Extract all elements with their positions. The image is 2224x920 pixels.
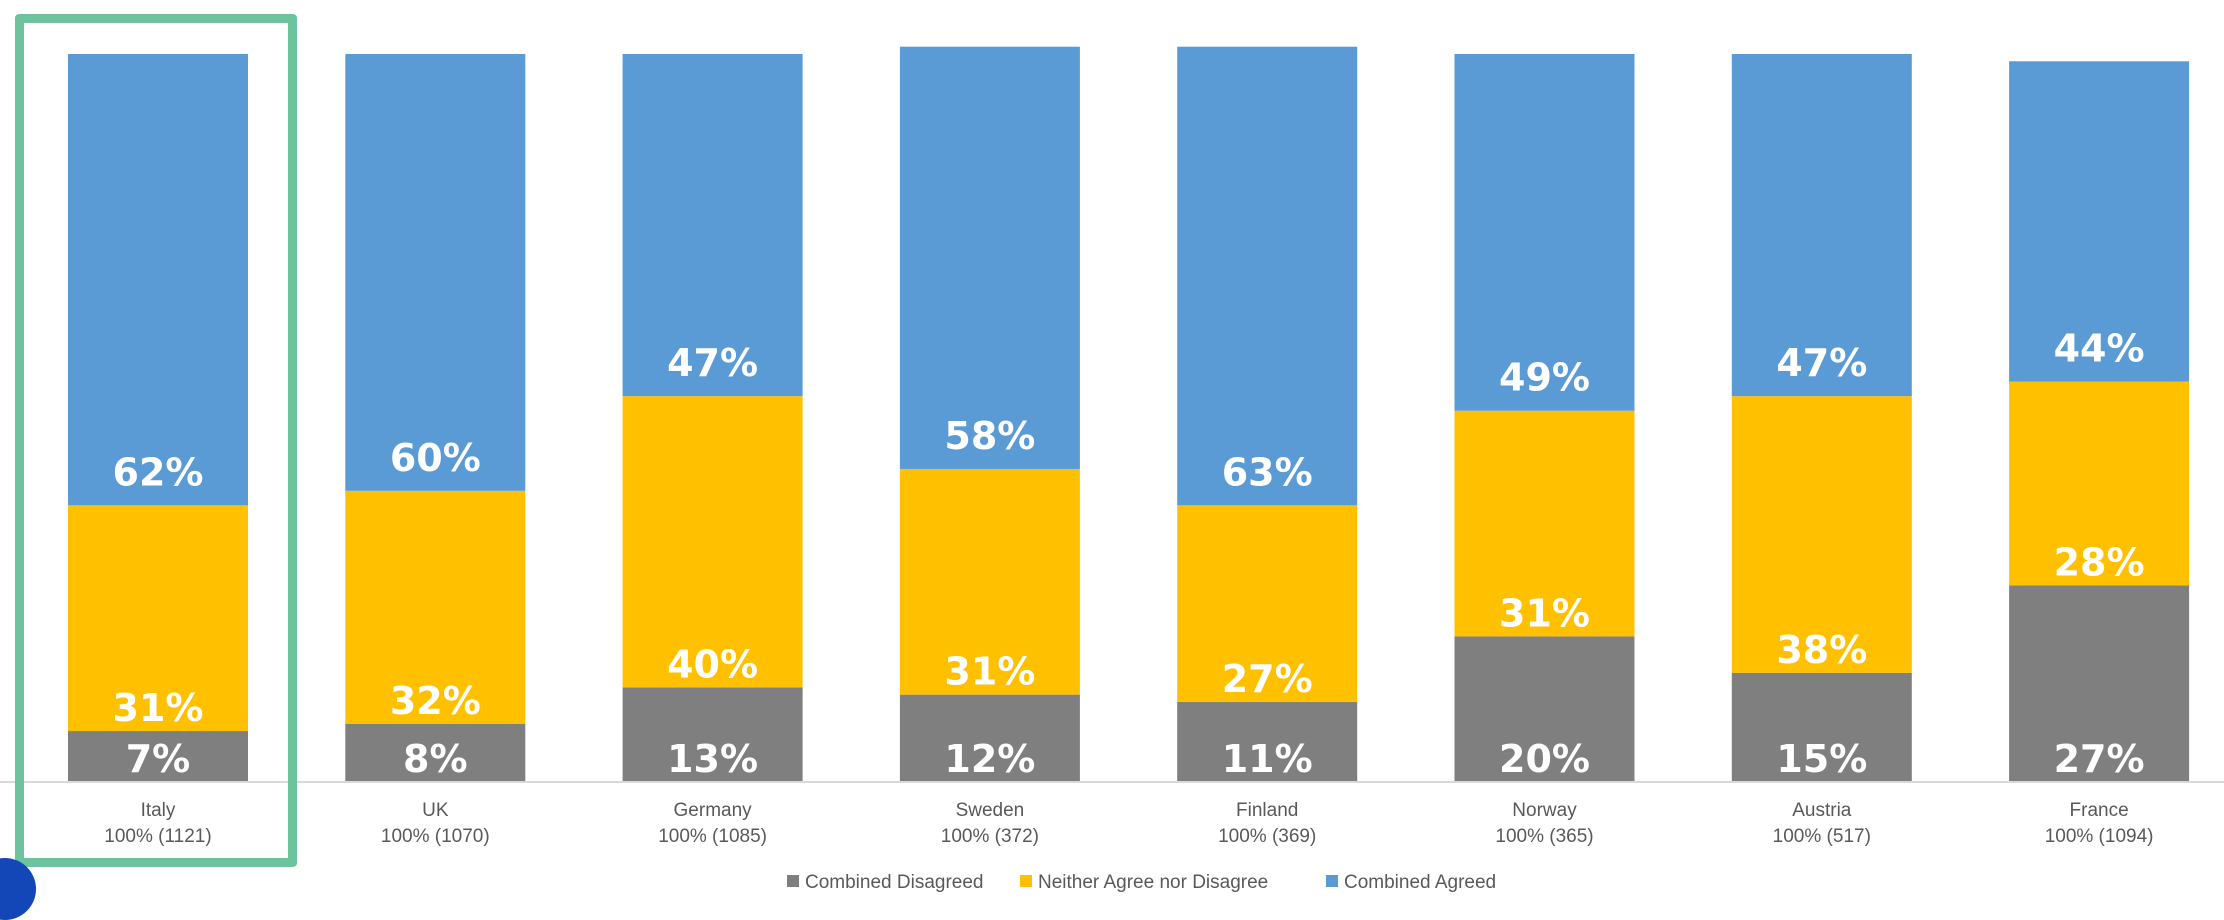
x-tick-sublabel-germany: 100% (1085) (658, 826, 767, 847)
data-label-austria-combined-agreed: 47% (1776, 341, 1867, 385)
legend-label-neither-agree-nor-disagree: Neither Agree nor Disagree (1038, 872, 1268, 893)
data-label-france-combined-agreed: 44% (2054, 327, 2145, 371)
bar-norway-combined-disagreed (1454, 636, 1635, 782)
data-label-uk-combined-disagreed: 8% (403, 737, 468, 781)
bar-uk-combined-agreed (345, 54, 526, 491)
bar-france-neither-agree-nor-disagree (2009, 381, 2190, 586)
bar-uk-combined-disagreed (345, 723, 526, 782)
data-label-sweden-combined-disagreed: 12% (944, 737, 1035, 781)
x-tick-label-finland: Finland (1236, 800, 1298, 821)
data-label-austria-neither-agree-nor-disagree: 38% (1776, 628, 1867, 672)
data-label-finland-combined-disagreed: 11% (1222, 737, 1313, 781)
bar-sweden-combined-agreed (899, 46, 1080, 469)
x-tick-sublabel-uk: 100% (1070) (381, 826, 490, 847)
stacked-bar-chart: 7% 31% 62% 8% 32% 60% 13% 40% 47% 12% 31% 58% 11% 27%… (0, 46, 2224, 893)
data-label-germany-combined-agreed: 47% (667, 341, 758, 385)
x-tick-sublabel-austria: 100% (517) (1773, 826, 1871, 847)
bar-italy-combined-disagreed (68, 731, 248, 782)
x-tick-sublabel-norway: 100% (365) (1495, 826, 1593, 847)
bar-germany-combined-agreed (622, 54, 803, 397)
bar-sweden-combined-disagreed (899, 694, 1080, 782)
bar-finland-neither-agree-nor-disagree (1177, 505, 1358, 702)
bar-uk-neither-agree-nor-disagree (345, 490, 526, 724)
bar-italy-combined-agreed (68, 54, 248, 506)
bar-austria-neither-agree-nor-disagree (1731, 396, 1912, 673)
data-label-italy-combined-agreed: 62% (113, 450, 204, 494)
x-tick-sublabel-italy: 100% (1121) (104, 826, 211, 847)
bar-germany-combined-disagreed (622, 687, 803, 782)
x-tick-label-germany: Germany (674, 800, 753, 821)
x-tick-sublabel-sweden: 100% (372) (941, 826, 1039, 847)
data-label-finland-neither-agree-nor-disagree: 27% (1222, 657, 1313, 701)
x-tick-label-norway: Norway (1512, 800, 1577, 821)
bar-france-combined-disagreed (2009, 585, 2190, 782)
legend-swatch-neither-agree-nor-disagree (1020, 875, 1032, 887)
bars-layer: 7% 31% 62% 8% 32% 60% 13% 40% 47% 12% 31% 58% 11% 27%… (68, 46, 2190, 782)
legend-label-combined-agreed: Combined Agreed (1344, 872, 1496, 893)
bar-austria-combined-disagreed (1731, 672, 1912, 782)
data-label-italy-combined-disagreed: 7% (126, 737, 191, 781)
data-label-finland-combined-agreed: 63% (1222, 450, 1313, 494)
data-label-austria-combined-disagreed: 15% (1776, 737, 1867, 781)
x-tick-label-italy: Italy (141, 800, 176, 821)
bar-germany-neither-agree-nor-disagree (622, 396, 803, 688)
x-tick-label-sweden: Sweden (956, 800, 1025, 821)
x-tick-label-france: France (2070, 800, 2129, 821)
data-label-germany-neither-agree-nor-disagree: 40% (667, 642, 758, 686)
data-label-norway-neither-agree-nor-disagree: 31% (1499, 591, 1590, 635)
data-label-germany-combined-disagreed: 13% (667, 737, 758, 781)
legend-label-combined-disagreed: Combined Disagreed (805, 872, 984, 893)
bar-norway-neither-agree-nor-disagree (1454, 410, 1635, 637)
data-label-norway-combined-disagreed: 20% (1499, 737, 1590, 781)
data-label-sweden-combined-agreed: 58% (944, 414, 1035, 458)
data-label-sweden-neither-agree-nor-disagree: 31% (944, 650, 1035, 694)
bar-finland-combined-disagreed (1177, 701, 1358, 782)
data-label-norway-combined-agreed: 49% (1499, 356, 1590, 400)
legend-swatch-combined-agreed (1326, 875, 1338, 887)
x-tick-sublabel-france: 100% (1094) (2045, 826, 2154, 847)
x-axis-labels: Italy 100% (1121) UK 100% (1070) Germany 100%… (104, 800, 2153, 847)
bar-france-combined-agreed (2009, 61, 2190, 382)
bar-italy-neither-agree-nor-disagree (68, 505, 248, 732)
bar-austria-combined-agreed (1731, 54, 1912, 397)
bar-sweden-neither-agree-nor-disagree (899, 468, 1080, 695)
x-tick-sublabel-finland: 100% (369) (1218, 826, 1316, 847)
data-label-uk-combined-agreed: 60% (390, 436, 481, 480)
legend-swatch-combined-disagreed (787, 875, 799, 887)
data-label-uk-neither-agree-nor-disagree: 32% (390, 679, 481, 723)
data-label-france-neither-agree-nor-disagree: 28% (2054, 540, 2145, 584)
bar-norway-combined-agreed (1454, 54, 1635, 411)
x-tick-label-uk: UK (422, 800, 449, 821)
italy-highlight-box (15, 14, 297, 867)
x-tick-label-austria: Austria (1792, 800, 1852, 821)
data-label-france-combined-disagreed: 27% (2054, 737, 2145, 781)
legend: Combined Disagreed Neither Agree nor Disa… (787, 872, 1496, 893)
bar-finland-combined-agreed (1177, 46, 1358, 506)
data-label-italy-neither-agree-nor-disagree: 31% (113, 686, 204, 730)
